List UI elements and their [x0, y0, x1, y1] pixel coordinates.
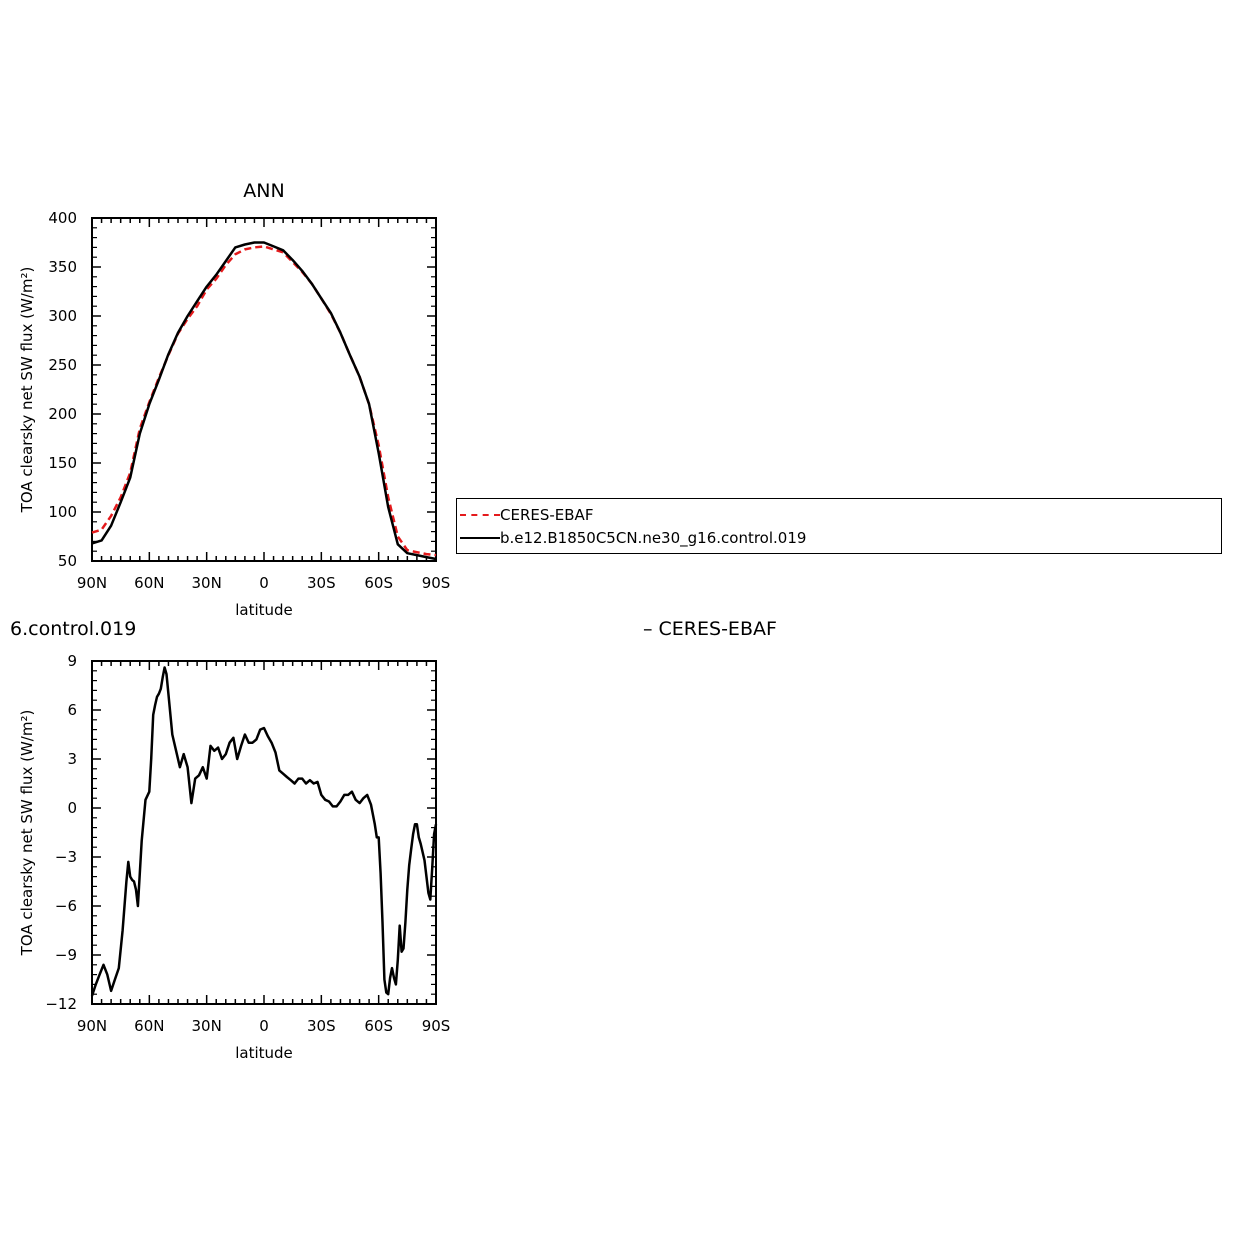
y-tick-label: 300 [48, 307, 77, 325]
diff-panel-subtitle: – CERES-EBAF [643, 618, 777, 640]
legend-item-model: b.e12.B1850C5CN.ne30_g16.control.019 [457, 526, 806, 550]
plot-frame [91, 217, 437, 562]
y-axis-label: TOA clearsky net SW flux (W/m²) [18, 710, 36, 957]
y-tick-label: 0 [67, 799, 77, 817]
x-tick-label: 90N [77, 574, 107, 592]
legend-label: b.e12.B1850C5CN.ne30_g16.control.019 [500, 529, 807, 547]
x-tick-label: 0 [259, 574, 269, 592]
x-axis-label: latitude [235, 601, 293, 619]
x-tick-label: 30N [192, 1017, 222, 1035]
x-tick-label: 60S [364, 1017, 393, 1035]
y-tick-label: −12 [45, 995, 77, 1013]
x-tick-label: 30S [307, 574, 336, 592]
legend: CERES-EBAF b.e12.B1850C5CN.ne30_g16.cont… [456, 498, 1222, 554]
y-tick-label: 3 [67, 750, 77, 768]
x-axis-label: latitude [235, 1044, 293, 1062]
y-axis-label: TOA clearsky net SW flux (W/m²) [18, 267, 36, 514]
x-tick-label: 90N [77, 1017, 107, 1035]
y-tick-label: 150 [48, 454, 77, 472]
y-tick-label: 400 [48, 209, 77, 227]
y-tick-label: −6 [55, 897, 77, 915]
x-tick-label: 60S [364, 574, 393, 592]
series-line-1 [91, 241, 437, 561]
y-tick-label: −3 [55, 848, 77, 866]
x-tick-label: 60N [134, 1017, 164, 1035]
legend-label: CERES-EBAF [500, 506, 594, 524]
y-tick-label: 200 [48, 405, 77, 423]
legend-item-ceres: CERES-EBAF [457, 503, 593, 527]
x-tick-label: 30S [307, 1017, 336, 1035]
series-line-0 [90, 666, 438, 997]
y-tick-label: 350 [48, 258, 77, 276]
y-tick-label: 6 [67, 701, 77, 719]
y-tick-label: 100 [48, 503, 77, 521]
legend-swatch-dashed-red [460, 514, 500, 516]
y-tick-label: −9 [55, 946, 77, 964]
x-tick-label: 60N [134, 574, 164, 592]
series-line-0 [91, 245, 437, 557]
y-tick-label: 250 [48, 356, 77, 374]
y-tick-label: 50 [58, 552, 77, 570]
x-tick-label: 0 [259, 1017, 269, 1035]
diff-panel-title: 6.control.019 [10, 618, 137, 640]
y-tick-label: 9 [67, 652, 77, 670]
x-tick-label: 30N [192, 574, 222, 592]
panel-title: ANN [243, 180, 284, 202]
x-tick-label: 90S [422, 574, 451, 592]
x-tick-label: 90S [422, 1017, 451, 1035]
chart-panel-1: 90N 60N 30N 0 30S 60S 90S −12 −9 −6 −3 0 3 6 9 latitude… [18, 652, 450, 1062]
chart-panel-0: 90N 60N 30N 0 30S 60S 90S 50 100 150 200 250 300 350 4… [18, 180, 450, 619]
legend-swatch-solid-black [460, 537, 500, 539]
